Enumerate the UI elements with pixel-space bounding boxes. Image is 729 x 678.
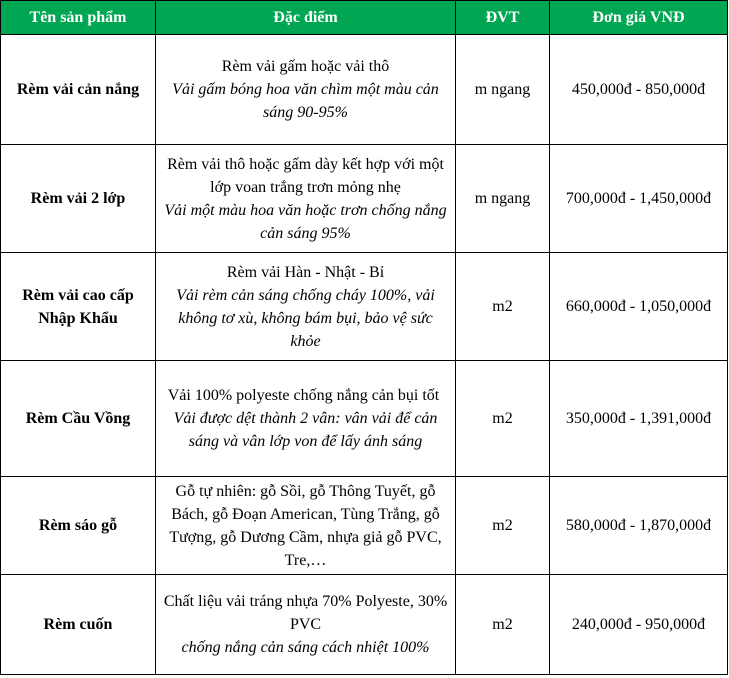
table-row: Rèm Cầu Vồng Vải 100% polyeste chống nắn… xyxy=(0,360,728,477)
features-note: Vải gấm bóng hoa văn chìm một màu cản sá… xyxy=(172,81,439,121)
product-unit: m2 xyxy=(455,476,550,575)
features-note: Vải được dệt thành 2 vân: vân vải để cản… xyxy=(173,410,438,450)
product-price: 580,000đ - 1,870,000đ xyxy=(549,476,728,575)
product-price: 660,000đ - 1,050,000đ xyxy=(549,252,728,361)
product-price: 450,000đ - 850,000đ xyxy=(549,34,728,145)
table-row: Rèm sáo gỗ Gỗ tự nhiên: gỗ Sồi, gỗ Thông… xyxy=(0,476,728,575)
table-row: Rèm vải 2 lớp Rèm vải thô hoặc gấm dày k… xyxy=(0,144,728,253)
header-unit: ĐVT xyxy=(455,0,550,35)
product-unit: m ngang xyxy=(455,34,550,145)
product-features: Rèm vải Hàn - Nhật - Bỉ Vải rèm cản sáng… xyxy=(155,252,456,361)
product-name: Rèm sáo gỗ xyxy=(0,476,156,575)
product-price: 240,000đ - 950,000đ xyxy=(549,574,728,675)
product-features: Gỗ tự nhiên: gỗ Sồi, gỗ Thông Tuyết, gỗ … xyxy=(155,476,456,575)
table-row: Rèm cuốn Chất liệu vải tráng nhựa 70% Po… xyxy=(0,574,728,675)
features-note: Vải một màu hoa văn hoặc trơn chống nắng… xyxy=(164,201,447,242)
header-price: Đơn giá VNĐ xyxy=(549,0,728,35)
product-features: Chất liệu vải tráng nhựa 70% Polyeste, 3… xyxy=(155,574,456,675)
product-unit: m2 xyxy=(455,360,550,477)
product-features: Rèm vải gấm hoặc vải thô Vải gấm bóng ho… xyxy=(155,34,456,145)
features-text: Vải 100% polyeste chống nắng cản bụi tốt xyxy=(167,387,440,404)
product-unit: m2 xyxy=(455,252,550,361)
table-row: Rèm vải cản nắng Rèm vải gấm hoặc vải th… xyxy=(0,34,728,145)
product-unit: m ngang xyxy=(455,144,550,253)
product-features: Vải 100% polyeste chống nắng cản bụi tốt… xyxy=(155,360,456,477)
product-name: Rèm vải 2 lớp xyxy=(0,144,156,253)
product-unit: m2 xyxy=(455,574,550,675)
product-features: Rèm vải thô hoặc gấm dày kết hợp với một… xyxy=(155,144,456,253)
features-text: Rèm vải Hàn - Nhật - Bỉ xyxy=(226,263,385,281)
features-text: Rèm vải gấm hoặc vải thô xyxy=(221,58,390,75)
features-note: Vải rèm cản sáng chống cháy 100%, vải kh… xyxy=(176,286,435,350)
product-name: Rèm vải cản nắng xyxy=(0,34,156,145)
header-features: Đặc điểm xyxy=(155,0,456,35)
features-text: Chất liệu vải tráng nhựa 70% Polyeste, 3… xyxy=(163,593,448,633)
product-name: Rèm Cầu Vồng xyxy=(0,360,156,477)
header-product-name: Tên sản phẩm xyxy=(0,0,156,35)
table-row: Rèm vải cao cấp Nhập Khẩu Rèm vải Hàn - … xyxy=(0,252,728,361)
features-note: chống nắng cản sáng cách nhiệt 100% xyxy=(181,639,430,656)
product-price: 350,000đ - 1,391,000đ xyxy=(549,360,728,477)
product-name: Rèm vải cao cấp Nhập Khẩu xyxy=(0,252,156,361)
product-name: Rèm cuốn xyxy=(0,574,156,675)
header-row: Tên sản phẩm Đặc điểm ĐVT Đơn giá VNĐ xyxy=(0,0,728,35)
product-price: 700,000đ - 1,450,000đ xyxy=(549,144,728,253)
features-text: Rèm vải thô hoặc gấm dày kết hợp với một… xyxy=(167,155,444,196)
features-text: Gỗ tự nhiên: gỗ Sồi, gỗ Thông Tuyết, gỗ … xyxy=(169,482,442,569)
